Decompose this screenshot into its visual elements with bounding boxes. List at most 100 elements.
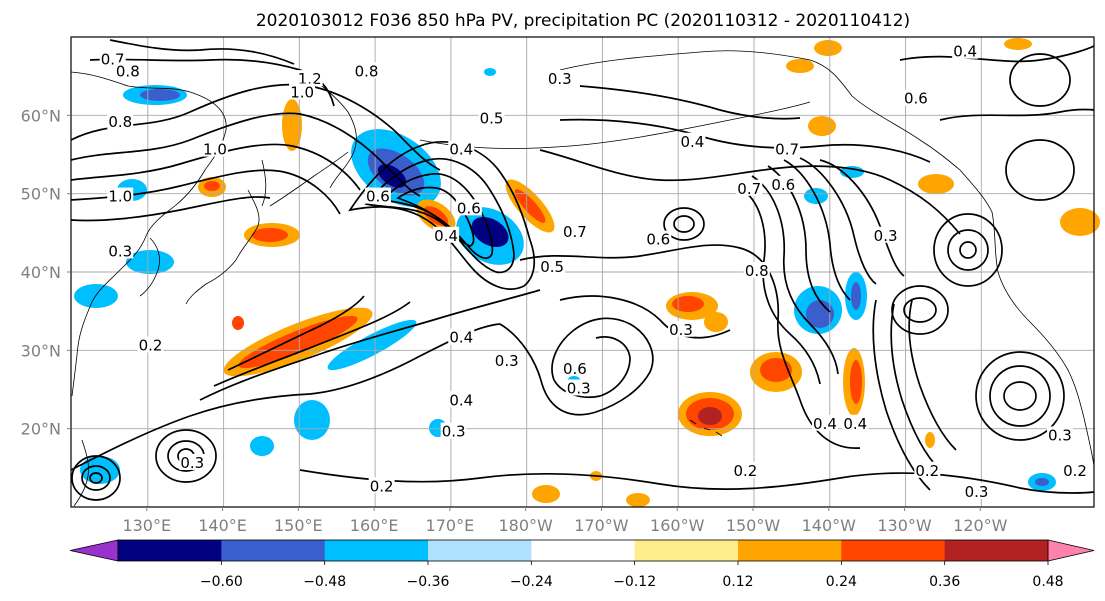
contour-label: 1.0 bbox=[290, 83, 314, 101]
contour-label: 0.7 bbox=[775, 141, 799, 159]
contour-label-halo bbox=[743, 262, 770, 278]
precip-blob-positive bbox=[698, 407, 722, 425]
contour-label-halo bbox=[448, 328, 475, 345]
precip-blob-positive bbox=[760, 358, 792, 382]
pv-contour bbox=[872, 299, 931, 491]
pv-contour bbox=[739, 187, 821, 385]
precip-blob-negative bbox=[1035, 478, 1049, 486]
pv-contour bbox=[819, 159, 905, 277]
precip-blob-negative bbox=[250, 436, 274, 456]
contour-label: 0.8 bbox=[108, 113, 132, 131]
contour-label-halo bbox=[1046, 426, 1073, 443]
coastline-sakhalin-kamchatka bbox=[261, 69, 357, 207]
contour-label-halo bbox=[565, 379, 592, 396]
pv-contour bbox=[213, 301, 411, 387]
pv-contour bbox=[70, 323, 501, 471]
precip-blob-negative bbox=[294, 400, 330, 440]
contour-label-halo bbox=[546, 70, 573, 87]
colorbar-segment bbox=[118, 540, 222, 561]
contour-label: 0.4 bbox=[449, 329, 473, 347]
pv-contour bbox=[663, 207, 705, 241]
contour-label-halo bbox=[645, 230, 672, 247]
pv-contour bbox=[364, 157, 515, 274]
pv-contour bbox=[989, 365, 1051, 427]
pv-contour bbox=[227, 295, 365, 371]
contour-label-halo bbox=[289, 83, 316, 100]
contour-label: 0.6 bbox=[457, 199, 481, 217]
contour-label: 0.5 bbox=[480, 109, 504, 127]
pv-contour bbox=[673, 215, 695, 233]
y-tick-label: 30°N bbox=[21, 341, 61, 360]
pv-contour bbox=[559, 118, 931, 163]
precip-blob-negative bbox=[140, 89, 180, 101]
map-panel: 0.70.8 1.21.00.8 0.30.50.4 0.4 0.70.7 0.60.60… bbox=[70, 36, 1100, 508]
x-tick-label: 180°W bbox=[498, 516, 553, 535]
contour-label-halo bbox=[107, 187, 134, 204]
pv-contour bbox=[939, 108, 1095, 121]
y-tick-label: 60°N bbox=[21, 106, 61, 125]
precip-blob-positive bbox=[1004, 38, 1032, 50]
colorbar-extend-max bbox=[1047, 539, 1095, 562]
pv-contour bbox=[975, 351, 1065, 441]
x-tick-label: 150°E bbox=[274, 516, 323, 535]
pv-contour bbox=[959, 241, 977, 259]
precip-blob-positive bbox=[1060, 208, 1100, 236]
colorbar-outline bbox=[117, 539, 1049, 562]
x-tick-label: 130°W bbox=[877, 516, 932, 535]
pv-contour bbox=[299, 469, 1095, 494]
contour-label-halo bbox=[902, 89, 929, 106]
pv-contour bbox=[155, 429, 217, 483]
colorbar-segment bbox=[944, 540, 1049, 561]
precip-blob-positive bbox=[626, 493, 650, 507]
contour-label-halo bbox=[1062, 461, 1089, 478]
colorbar-segment bbox=[738, 540, 842, 561]
colorbar-tick-label: 0.48 bbox=[1032, 574, 1063, 590]
contour-label-halo bbox=[107, 113, 134, 130]
pv-contour bbox=[539, 149, 961, 235]
pv-contour bbox=[903, 297, 937, 323]
contour-label: 0.3 bbox=[874, 227, 898, 245]
colorbar-segment bbox=[531, 540, 636, 561]
contour-label-halo bbox=[770, 175, 797, 192]
x-axis: 130°E 140°E 150°E 160°E 170°E 180°W 170°W 160°W… bbox=[122, 507, 1008, 535]
colorbar-tick-label: 0.36 bbox=[929, 574, 960, 590]
colorbar-tick-label: −0.24 bbox=[510, 574, 553, 590]
contour-label-halo bbox=[539, 258, 566, 275]
contour-label-halo bbox=[137, 336, 164, 353]
contour-label: 0.4 bbox=[449, 141, 473, 159]
pv-contour bbox=[499, 317, 654, 416]
contour-label: 0.4 bbox=[953, 43, 977, 61]
pv-contour bbox=[70, 112, 421, 197]
contour-label: 0.2 bbox=[139, 336, 163, 354]
y-tick-label: 20°N bbox=[21, 420, 61, 439]
contour-label-halo bbox=[296, 70, 323, 87]
pv-contour bbox=[396, 186, 475, 247]
contour-label: 0.5 bbox=[540, 258, 564, 276]
pv-contour bbox=[109, 39, 295, 65]
contour-label-halo bbox=[736, 179, 763, 196]
contour-label-halo bbox=[842, 414, 869, 431]
colorbar-segment bbox=[428, 540, 532, 561]
contour-label: 0.4 bbox=[449, 391, 473, 409]
colorbar-tick-label: 0.24 bbox=[826, 574, 857, 590]
coastline-asia bbox=[70, 71, 227, 397]
contour-label: 0.3 bbox=[965, 483, 989, 501]
colorbar-tick-label: −0.36 bbox=[407, 574, 450, 590]
contour-label-halo bbox=[914, 461, 941, 478]
precip-blob-negative bbox=[851, 282, 861, 310]
chart-title: 2020103012 F036 850 hPa PV, precipitatio… bbox=[256, 11, 910, 31]
contour-label-halo bbox=[872, 226, 899, 243]
contour-label: 0.6 bbox=[366, 188, 390, 206]
contour-label: 0.3 bbox=[108, 242, 132, 260]
precip-blob-positive bbox=[918, 174, 954, 194]
coastline-japan bbox=[185, 189, 260, 305]
contour-label: 0.8 bbox=[116, 62, 140, 80]
contour-label: 0.3 bbox=[180, 454, 204, 472]
pv-contour bbox=[891, 285, 949, 335]
precip-blob-positive bbox=[232, 316, 244, 330]
colorbar-tick-label: −0.60 bbox=[200, 574, 243, 590]
precip-blob-positive bbox=[808, 116, 836, 136]
contour-label: 0.8 bbox=[745, 262, 769, 280]
contour-label: 0.7 bbox=[737, 180, 761, 198]
